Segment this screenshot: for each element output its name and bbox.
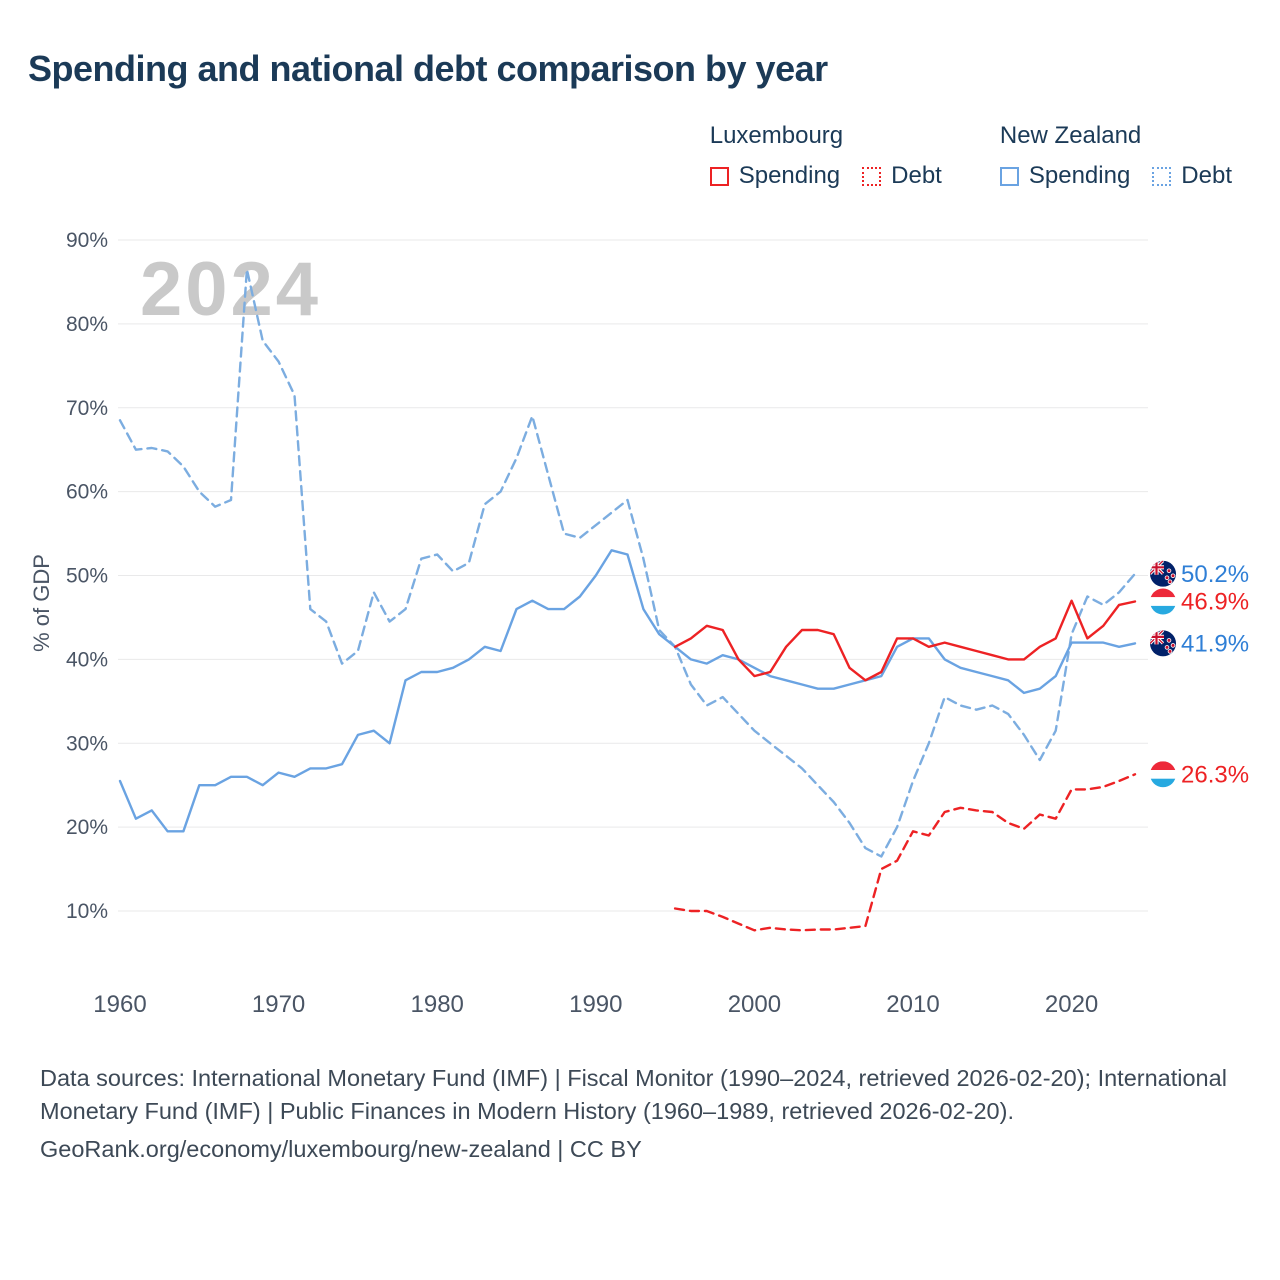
end-label-text: 41.9% bbox=[1181, 630, 1249, 657]
y-tick-label: 20% bbox=[66, 816, 108, 839]
legend-country-new-zealand: New Zealand bbox=[999, 122, 1142, 149]
end-label-text: 50.2% bbox=[1181, 561, 1249, 588]
legend-group-new-zealand: New Zealand Spending Debt bbox=[999, 122, 1244, 190]
y-tick-label: 80% bbox=[66, 313, 108, 336]
x-tick-label: 2000 bbox=[728, 991, 781, 1018]
legend-label-nz-spending: Spending bbox=[1028, 162, 1131, 189]
y-tick-label: 40% bbox=[66, 648, 108, 671]
legend-label-lux-debt: Debt bbox=[891, 162, 942, 189]
series-line-nz-debt bbox=[118, 268, 1137, 858]
end-label-text: 46.9% bbox=[1181, 589, 1249, 616]
legend-swatch-lux-spending bbox=[709, 166, 729, 186]
y-tick-label: 70% bbox=[66, 397, 108, 420]
legend-swatch-nz-debt bbox=[1152, 166, 1172, 186]
legend-country-luxembourg: Luxembourg bbox=[709, 122, 844, 149]
series-line-lu-debt bbox=[673, 773, 1137, 932]
y-tick-label: 50% bbox=[66, 565, 108, 588]
year-watermark: 2024 bbox=[140, 247, 322, 332]
attribution-text: GeoRank.org/economy/luxembourg/new-zeala… bbox=[40, 1135, 642, 1162]
end-label-lu-debt: 26.3% bbox=[1150, 761, 1249, 788]
legend-swatch-nz-spending bbox=[999, 166, 1019, 186]
x-tick-label: 1970 bbox=[252, 991, 305, 1018]
end-label-nz-spending: 41.9% bbox=[1150, 630, 1249, 657]
x-tick-label: 2010 bbox=[886, 991, 939, 1018]
luxembourg-flag-icon bbox=[1150, 588, 1176, 615]
legend-label-nz-debt: Debt bbox=[1181, 162, 1232, 189]
x-tick-label: 1990 bbox=[569, 991, 622, 1018]
page-title: Spending and national debt comparison by… bbox=[28, 48, 828, 89]
series-line-nz-spending bbox=[118, 549, 1137, 833]
chart-canvas: 10% 20% 30% 40% 50% 60% 70% 80% 90% 1960 1970 1980 1… bbox=[66, 229, 1249, 1018]
footer: Data sources: International Monetary Fun… bbox=[40, 1062, 1250, 1170]
series-line-lu-spending bbox=[673, 599, 1137, 682]
legend-label-lux-spending: Spending bbox=[738, 162, 841, 189]
end-label-nz-debt: 50.2% bbox=[1150, 560, 1249, 588]
luxembourg-flag-icon bbox=[1150, 761, 1176, 788]
legend: Luxembourg Spending Debt New Zealand Spe… bbox=[709, 122, 1244, 190]
x-tick-label: 1980 bbox=[411, 991, 464, 1018]
y-tick-label: 60% bbox=[66, 481, 108, 504]
new-zealand-flag-icon bbox=[1150, 560, 1176, 587]
end-label-text: 26.3% bbox=[1181, 761, 1249, 788]
new-zealand-flag-icon bbox=[1150, 630, 1176, 657]
x-tick-label: 2020 bbox=[1045, 991, 1098, 1018]
y-tick-label: 90% bbox=[66, 229, 108, 252]
legend-swatch-lux-debt bbox=[862, 166, 882, 186]
end-label-lu-spending: 46.9% bbox=[1150, 588, 1249, 616]
y-tick-label: 10% bbox=[66, 900, 108, 923]
legend-group-luxembourg: Luxembourg Spending Debt bbox=[709, 122, 954, 190]
y-tick-label: 30% bbox=[66, 732, 108, 755]
x-tick-label: 1960 bbox=[93, 991, 146, 1018]
data-sources-text: Data sources: International Monetary Fun… bbox=[40, 1065, 1227, 1125]
